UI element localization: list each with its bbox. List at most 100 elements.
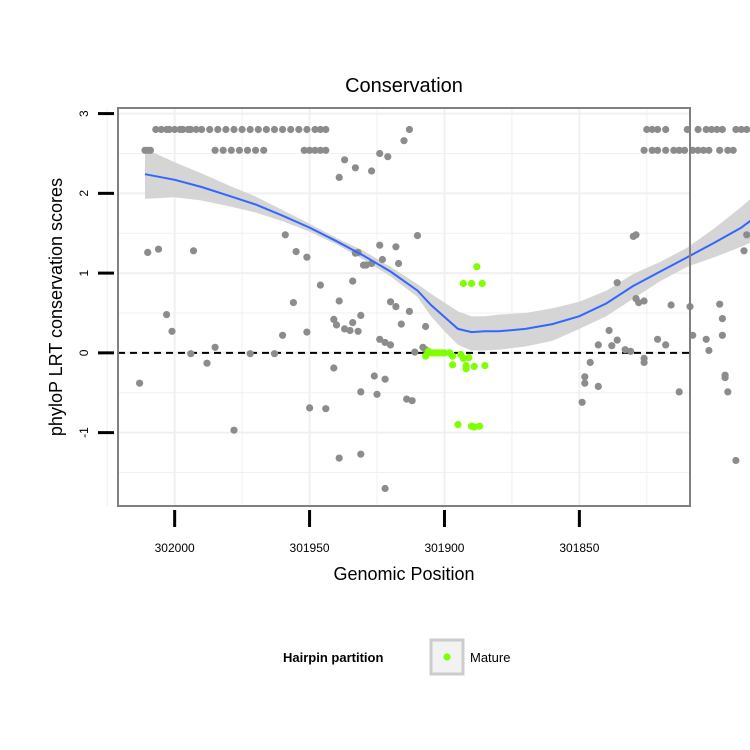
point — [718, 331, 727, 339]
y-tick-label: -1 — [77, 427, 91, 438]
point — [341, 156, 349, 164]
point — [316, 281, 324, 289]
legend-key-mature — [443, 653, 451, 661]
point — [378, 255, 386, 264]
point-mature — [459, 354, 467, 362]
point — [724, 388, 732, 396]
point — [203, 359, 211, 367]
point — [613, 279, 621, 287]
smooth-line-layer — [144, 173, 750, 334]
point — [716, 300, 724, 308]
point — [238, 125, 246, 134]
point — [300, 146, 308, 154]
point — [640, 358, 648, 366]
point — [381, 375, 389, 383]
point — [335, 454, 343, 462]
point — [206, 125, 214, 134]
point — [397, 320, 405, 328]
point — [408, 397, 416, 405]
point — [357, 388, 365, 396]
point — [594, 341, 602, 349]
legend: Hairpin partition Mature — [283, 638, 510, 676]
x-tick-label: 301900 — [424, 541, 464, 555]
point — [316, 146, 324, 154]
point — [411, 348, 419, 356]
point — [675, 146, 683, 154]
point-mature — [475, 422, 484, 430]
point — [699, 146, 708, 154]
point-mature — [470, 423, 478, 431]
point — [681, 146, 689, 154]
point — [724, 146, 732, 154]
point — [621, 346, 629, 354]
point-mature — [449, 361, 457, 369]
point — [732, 456, 740, 465]
point — [716, 146, 724, 154]
point — [605, 326, 613, 335]
y-tick-label: 3 — [77, 110, 91, 117]
point — [211, 343, 219, 351]
point — [349, 319, 357, 327]
point — [219, 146, 227, 154]
point — [287, 125, 295, 134]
point — [662, 146, 670, 154]
point — [332, 321, 341, 329]
point — [694, 146, 702, 154]
point — [667, 301, 675, 309]
point-mature — [473, 263, 481, 271]
point — [322, 405, 330, 413]
point — [357, 311, 365, 319]
point — [165, 125, 173, 134]
point — [198, 125, 206, 134]
point — [163, 311, 171, 319]
point — [373, 390, 381, 398]
point — [386, 341, 395, 349]
point — [279, 125, 287, 134]
point — [702, 335, 710, 343]
point — [281, 231, 289, 239]
point — [370, 372, 378, 380]
point-mature — [424, 347, 432, 355]
point — [230, 125, 238, 134]
point — [702, 125, 710, 134]
point — [629, 232, 637, 240]
point — [354, 327, 362, 335]
point — [187, 350, 195, 358]
confidence-band — [145, 148, 750, 351]
point — [154, 245, 163, 253]
point-mature — [467, 279, 476, 288]
point — [384, 153, 392, 161]
point — [351, 164, 359, 172]
point — [662, 341, 670, 349]
point-mature — [449, 352, 457, 360]
point — [270, 125, 279, 134]
point — [632, 295, 640, 303]
point — [718, 125, 727, 134]
point — [670, 146, 678, 154]
point — [627, 347, 635, 355]
point — [743, 231, 750, 239]
point — [654, 146, 662, 154]
point — [648, 146, 656, 154]
y-tick-label: 0 — [77, 349, 91, 356]
point — [289, 299, 297, 307]
point — [243, 146, 252, 154]
point — [640, 297, 648, 305]
point — [740, 247, 748, 255]
point — [330, 364, 338, 372]
point — [322, 146, 330, 154]
point — [662, 125, 670, 134]
x-axis-title: Genomic Position — [333, 564, 474, 584]
point — [675, 388, 683, 396]
point — [705, 346, 713, 355]
point — [705, 146, 713, 154]
point — [246, 350, 254, 358]
point — [381, 484, 389, 493]
point-mature — [454, 421, 462, 429]
point — [400, 137, 408, 145]
point — [654, 125, 662, 134]
chart-title: Conservation — [345, 75, 463, 97]
point — [392, 303, 400, 311]
point — [405, 125, 413, 134]
